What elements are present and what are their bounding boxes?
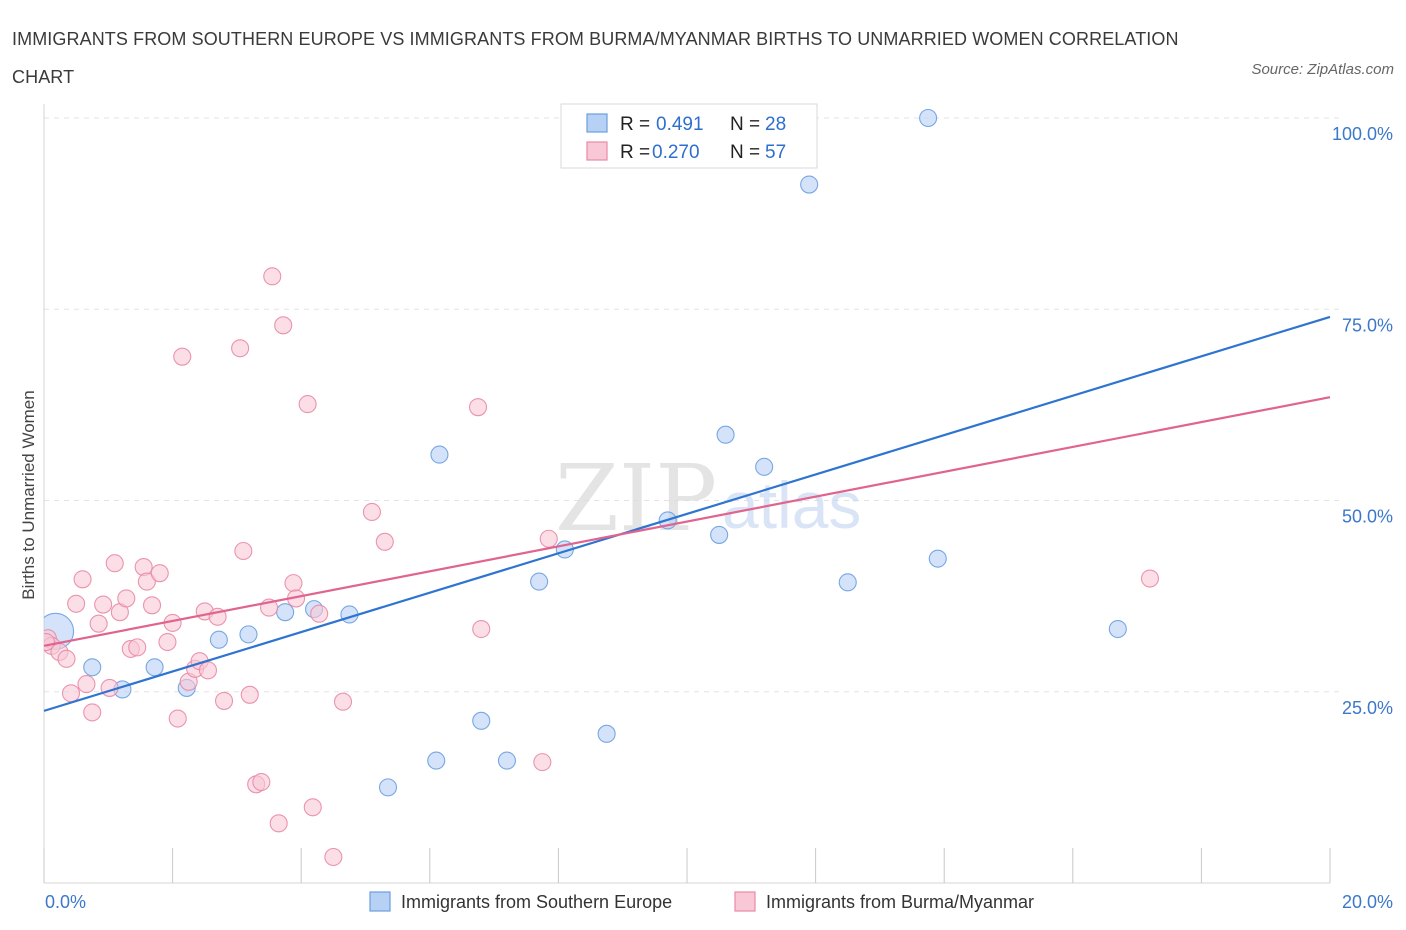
data-point-series-1 [838,573,857,592]
data-point-series-2 [310,604,329,623]
data-point-series-1 [800,175,819,194]
data-point-series-2 [269,814,288,833]
data-point-series-2 [298,395,317,414]
data-point-series-2 [57,649,76,668]
data-point-series-1 [755,457,774,476]
data-point-series-2 [44,632,55,652]
data-point-series-1 [276,603,295,622]
data-point-series-2 [263,267,282,286]
data-point-series-2 [150,564,169,583]
stats-n-label-1: N = [730,114,760,135]
stats-r-value-1: 0.491 [656,114,704,135]
y-tick-label-50: 50.0% [1342,507,1393,527]
data-point-series-1 [83,658,102,677]
data-point-series-1 [378,778,398,797]
watermark-zip: ZIP [555,445,717,552]
stats-box: R = 0.491 N = 28 R = 0.270 N = 57 [560,103,818,169]
x-tick-label-max: 20.0% [1342,892,1393,912]
data-point-series-1 [430,445,449,464]
stats-n-value-2: 57 [765,142,786,163]
legend-label-southern-europe: Immigrants from Southern Europe [401,892,672,912]
data-point-series-1 [919,108,938,128]
data-point-series-2 [274,316,293,335]
chart-title: IMMIGRANTS FROM SOUTHERN EUROPE VS IMMIG… [12,29,1179,87]
data-point-series-2 [472,619,491,639]
data-point-series-2 [105,554,124,573]
data-point-series-1 [597,724,616,743]
data-point-series-2 [375,532,394,551]
y-axis-label: Births to Unmarried Women [19,390,38,599]
data-point-series-1 [209,630,228,649]
data-point-series-2 [468,398,488,417]
data-point-series-2 [539,529,558,548]
data-point-series-2 [158,632,177,652]
stats-r-label-2: R = [620,142,650,163]
data-point-series-2 [303,798,322,817]
watermark-atlas: atlas [722,468,861,542]
data-point-series-1 [497,751,517,770]
data-point-series-2 [198,661,218,680]
data-point-series-2 [1140,569,1160,588]
y-tick-labels: 25.0% 50.0% 75.0% 100.0% [1332,124,1393,718]
data-point-series-2 [240,685,259,704]
data-point-series-2 [284,574,303,593]
legend-swatch-southern-europe [369,891,391,912]
data-point-series-1 [1108,619,1127,639]
data-point-series-2 [77,675,96,694]
data-point-series-2 [333,692,353,711]
y-tick-label-100: 100.0% [1332,124,1393,144]
data-point-series-2 [173,347,192,366]
legend-swatch-burma [734,891,756,912]
data-point-series-2 [61,684,81,703]
data-point-series-1 [472,711,491,730]
data-point-series-1 [928,549,947,568]
trend-line-series-1 [43,315,1331,712]
data-point-series-2 [168,709,187,728]
axes [43,104,1331,884]
gridlines [44,117,1344,693]
data-point-series-2 [73,570,92,589]
data-point-series-2 [94,595,113,614]
stats-swatch-southern-europe [586,113,608,133]
data-point-series-2 [252,772,271,792]
data-point-series-2 [142,596,162,615]
data-point-series-2 [83,703,102,722]
data-point-series-1 [530,572,549,591]
data-point-series-2 [231,339,250,358]
data-point-series-2 [362,502,381,522]
data-point-series-1 [710,525,729,544]
data-point-series-2 [117,589,136,608]
stats-r-value-2: 0.270 [652,142,700,163]
data-point-series-2 [67,594,86,613]
source-label: Source: ZipAtlas.com [1251,61,1394,78]
watermark: ZIP atlas [555,445,861,552]
y-tick-label-75: 75.0% [1342,315,1393,335]
data-point-series-1 [239,625,258,644]
legend: Immigrants from Southern Europe Immigran… [369,891,1034,912]
stats-n-label-2: N = [730,142,760,163]
y-tick-label-25: 25.0% [1342,698,1393,718]
data-point-series-1 [427,751,446,770]
data-point-series-1 [145,658,164,677]
stats-swatch-burma [586,141,608,161]
data-point-series-1 [716,425,735,444]
trend-line-series-2 [43,396,1331,647]
data-point-series-2 [128,638,147,657]
stats-r-label-1: R = [620,114,650,135]
stats-n-value-1: 28 [765,114,786,135]
data-point-series-2 [137,572,156,591]
x-tick-label-min: 0.0% [45,892,86,912]
data-point-series-2 [324,847,343,867]
trend-lines [43,315,1331,712]
data-point-series-2 [533,753,552,772]
data-point-series-2 [234,541,253,561]
data-point-series-2 [89,614,108,633]
legend-label-burma: Immigrants from Burma/Myanmar [766,892,1034,912]
data-point-series-2 [214,691,234,710]
